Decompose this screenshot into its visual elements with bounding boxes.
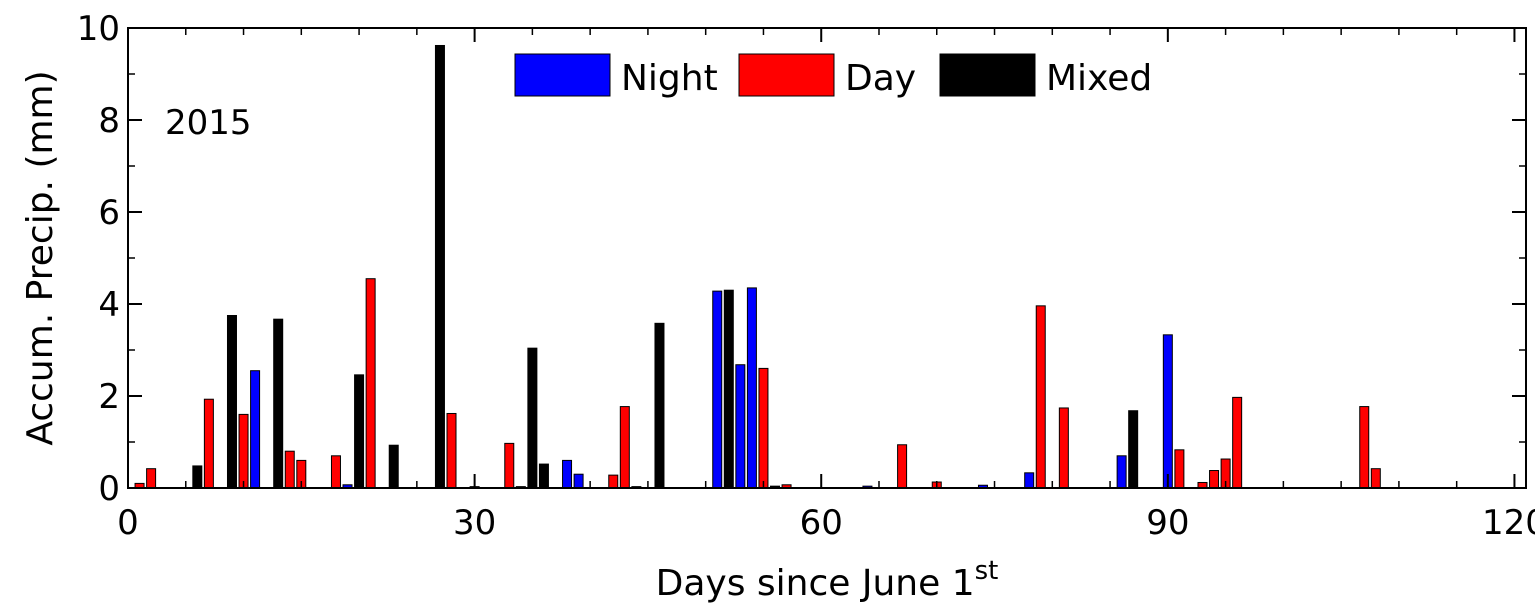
bar-day — [1359, 406, 1370, 489]
x-tick-label: 30 — [453, 503, 496, 543]
bar-mixed — [434, 44, 445, 489]
legend-swatch-night — [514, 53, 611, 97]
bar-night — [1024, 472, 1035, 489]
bar-mixed — [538, 463, 549, 489]
bar-mixed — [723, 289, 734, 489]
bar-mixed — [192, 465, 203, 489]
y-axis-label: Accum. Precip. (mm) — [20, 70, 61, 445]
bar-night — [250, 370, 261, 489]
y-tick-label: 6 — [98, 193, 120, 233]
axis-ticks — [127, 27, 1526, 489]
bar-day — [365, 278, 376, 489]
bars-layer — [134, 44, 1381, 489]
bar-day — [284, 450, 295, 489]
bar-night — [712, 290, 723, 489]
bar-day — [1209, 470, 1220, 489]
bar-day — [146, 468, 157, 489]
tick-labels: 0 30 60 90 120 0 2 4 6 8 10 — [77, 9, 1535, 543]
bar-mixed — [388, 444, 399, 489]
bar-day — [1370, 468, 1381, 489]
bar-day — [446, 412, 457, 489]
y-tick-label: 4 — [98, 285, 120, 325]
bar-night — [746, 287, 757, 489]
y-tick-label: 2 — [98, 377, 120, 417]
x-axis-label-main: Days since June 1 — [656, 563, 975, 604]
x-tick-label: 60 — [800, 503, 843, 543]
x-axis-label: Days since June 1st — [656, 556, 999, 604]
bar-mixed — [354, 374, 365, 489]
legend-label-mixed: Mixed — [1046, 58, 1152, 99]
legend-swatch-day — [738, 53, 835, 97]
x-tick-label: 0 — [117, 503, 139, 543]
y-tick-label: 8 — [98, 101, 120, 141]
bar-mixed — [273, 318, 284, 489]
bar-day — [608, 474, 619, 489]
bar-day — [758, 367, 769, 489]
bar-mixed — [226, 315, 237, 489]
bar-day — [330, 455, 341, 489]
bar-night — [1116, 455, 1127, 489]
bar-day — [1174, 449, 1185, 489]
bar-mixed — [654, 322, 665, 489]
bar-day — [1058, 407, 1069, 489]
bar-mixed — [527, 347, 538, 489]
bar-day — [897, 444, 908, 489]
legend-label-night: Night — [621, 58, 718, 99]
bar-day — [619, 406, 630, 489]
bar-day — [1232, 396, 1243, 489]
bar-night — [573, 473, 584, 489]
bar-mixed — [1128, 410, 1139, 489]
bar-day — [1035, 305, 1046, 489]
bar-day — [203, 398, 214, 489]
legend-swatch-mixed — [939, 53, 1036, 97]
x-axis-label-superscript: st — [975, 556, 999, 586]
plot-frame — [127, 27, 1527, 489]
x-tick-label: 90 — [1146, 503, 1189, 543]
bar-night — [1162, 334, 1173, 489]
x-tick-label: 120 — [1482, 503, 1535, 543]
bar-day — [504, 442, 515, 489]
bar-day — [238, 413, 249, 489]
legend: Night Day Mixed — [514, 53, 1152, 99]
legend-label-day: Day — [845, 58, 916, 99]
annotation-year: 2015 — [165, 103, 252, 143]
bar-night — [735, 364, 746, 489]
y-tick-label: 0 — [98, 469, 120, 509]
y-tick-label: 10 — [77, 9, 120, 49]
bar-night — [562, 459, 573, 489]
